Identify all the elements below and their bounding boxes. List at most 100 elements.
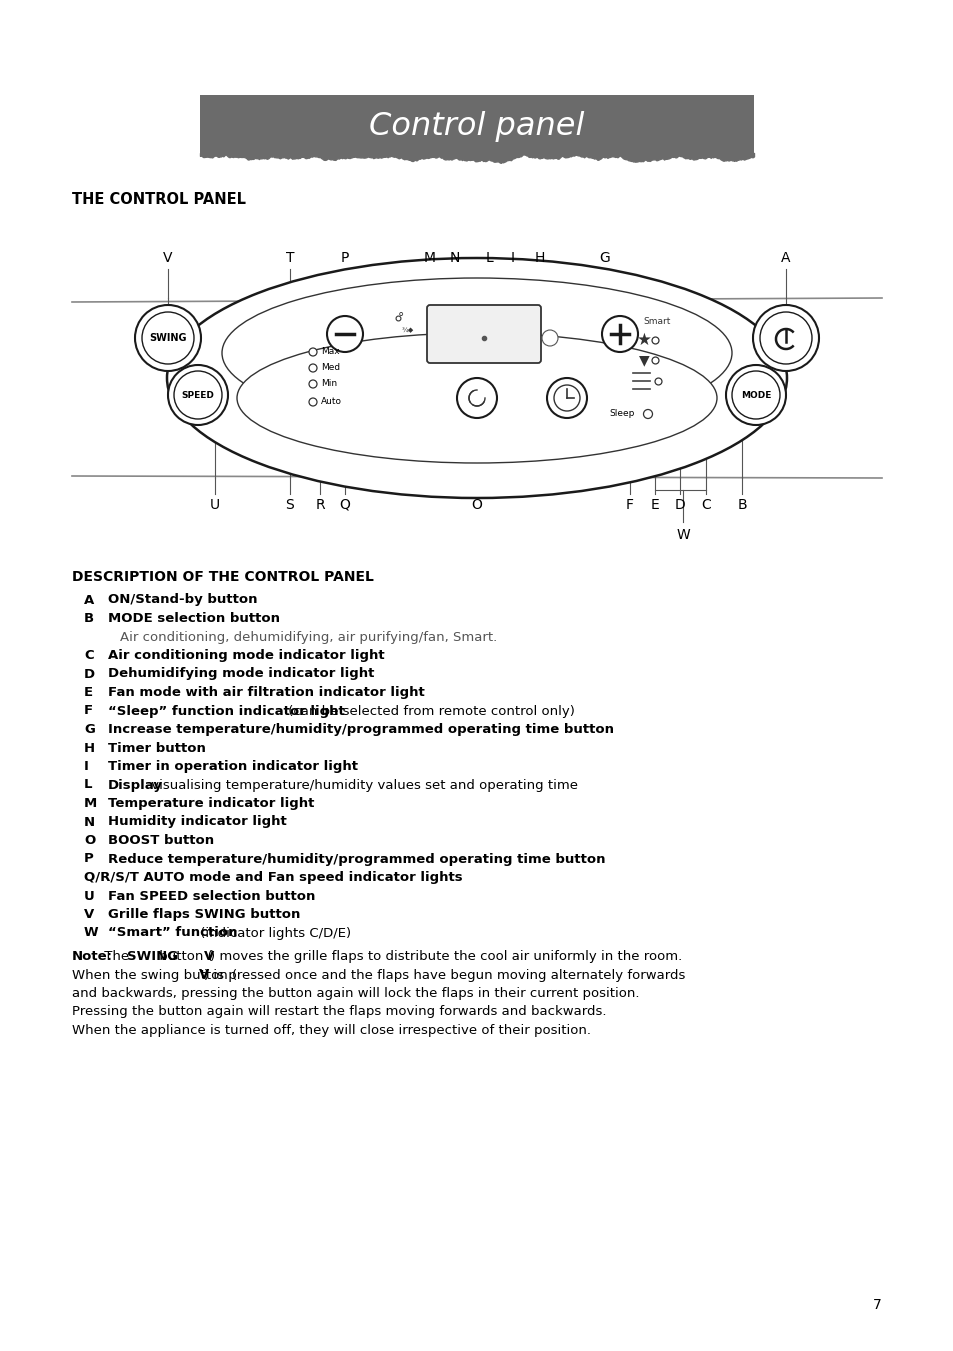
Text: E: E: [84, 686, 93, 698]
Text: Control panel: Control panel: [369, 111, 584, 142]
Ellipse shape: [222, 278, 731, 428]
Text: M: M: [423, 251, 436, 265]
Text: O: O: [471, 499, 482, 512]
Circle shape: [725, 365, 785, 426]
Text: I: I: [511, 251, 515, 265]
Text: R: R: [314, 499, 324, 512]
Text: When the swing button (: When the swing button (: [71, 969, 237, 981]
Text: V: V: [84, 908, 94, 921]
Text: F: F: [625, 499, 634, 512]
Text: THE CONTROL PANEL: THE CONTROL PANEL: [71, 192, 246, 207]
Text: P: P: [340, 251, 349, 265]
Text: Temperature indicator light: Temperature indicator light: [108, 797, 314, 811]
Circle shape: [760, 312, 811, 363]
Text: E: E: [650, 499, 659, 512]
Text: H: H: [535, 251, 544, 265]
Text: S: S: [285, 499, 294, 512]
Text: °: °: [397, 312, 404, 324]
Text: Sleep: Sleep: [609, 409, 635, 419]
Text: Reduce temperature/humidity/programmed operating time button: Reduce temperature/humidity/programmed o…: [108, 852, 605, 866]
Circle shape: [554, 385, 579, 411]
Circle shape: [752, 305, 818, 372]
Text: L: L: [84, 778, 92, 792]
Text: Max: Max: [320, 347, 339, 357]
Text: Timer in operation indicator light: Timer in operation indicator light: [108, 761, 357, 773]
FancyBboxPatch shape: [200, 95, 753, 153]
Text: ▼: ▼: [638, 353, 649, 367]
Text: Grille flaps SWING button: Grille flaps SWING button: [108, 908, 300, 921]
Text: H: H: [84, 742, 95, 754]
Text: (indicator lights C/D/E): (indicator lights C/D/E): [196, 927, 351, 939]
Text: Smart: Smart: [642, 317, 670, 327]
Circle shape: [173, 372, 222, 419]
Text: Med: Med: [320, 363, 340, 373]
Text: V: V: [198, 969, 209, 981]
Text: N: N: [84, 816, 95, 828]
Text: “Sleep” function indicator light: “Sleep” function indicator light: [108, 704, 344, 717]
Text: ) moves the grille flaps to distribute the cool air uniformly in the room.: ) moves the grille flaps to distribute t…: [210, 950, 681, 963]
Text: N: N: [450, 251, 459, 265]
Text: Q/R/S/T AUTO mode and Fan speed indicator lights: Q/R/S/T AUTO mode and Fan speed indicato…: [84, 871, 462, 884]
Text: MODE: MODE: [740, 390, 770, 400]
FancyBboxPatch shape: [427, 305, 540, 363]
Text: O: O: [84, 834, 95, 847]
Text: ★: ★: [636, 331, 651, 349]
Ellipse shape: [167, 258, 786, 499]
Text: Display: Display: [108, 778, 163, 792]
Circle shape: [601, 316, 638, 353]
Text: ¾◆: ¾◆: [401, 327, 414, 332]
Text: B: B: [84, 612, 94, 626]
Text: U: U: [210, 499, 220, 512]
Text: Min: Min: [320, 380, 336, 389]
Text: M: M: [84, 797, 97, 811]
Text: T: T: [286, 251, 294, 265]
Text: 7: 7: [872, 1298, 882, 1312]
Circle shape: [142, 312, 193, 363]
Text: C: C: [700, 499, 710, 512]
Text: and backwards, pressing the button again will lock the flaps in their current po: and backwards, pressing the button again…: [71, 988, 639, 1000]
Text: (can be selected from remote control only): (can be selected from remote control onl…: [284, 704, 575, 717]
Ellipse shape: [236, 332, 717, 463]
Text: B: B: [737, 499, 746, 512]
Text: L: L: [486, 251, 494, 265]
Text: Fan mode with air filtration indicator light: Fan mode with air filtration indicator l…: [108, 686, 424, 698]
Text: F: F: [84, 704, 93, 717]
Text: The: The: [99, 950, 132, 963]
Text: Fan SPEED selection button: Fan SPEED selection button: [108, 889, 315, 902]
Circle shape: [309, 380, 316, 388]
Text: Auto: Auto: [320, 397, 341, 407]
Text: P: P: [84, 852, 93, 866]
Text: G: G: [84, 723, 94, 736]
Text: V: V: [204, 950, 214, 963]
Text: BOOST button: BOOST button: [108, 834, 213, 847]
Text: Air conditioning, dehumidifying, air purifying/fan, Smart.: Air conditioning, dehumidifying, air pur…: [120, 631, 497, 643]
Text: button (: button (: [154, 950, 213, 963]
Text: Air conditioning mode indicator light: Air conditioning mode indicator light: [108, 648, 384, 662]
Text: SWING: SWING: [149, 332, 187, 343]
Text: visualising temperature/humidity values set and operating time: visualising temperature/humidity values …: [147, 778, 577, 792]
Text: D: D: [84, 667, 95, 681]
Circle shape: [541, 330, 558, 346]
Text: V: V: [163, 251, 172, 265]
Text: “Smart” function: “Smart” function: [108, 927, 237, 939]
Text: W: W: [84, 927, 98, 939]
Circle shape: [168, 365, 228, 426]
Circle shape: [546, 378, 586, 417]
Circle shape: [309, 349, 316, 357]
Text: Humidity indicator light: Humidity indicator light: [108, 816, 287, 828]
Circle shape: [456, 378, 497, 417]
Circle shape: [731, 372, 780, 419]
Circle shape: [309, 399, 316, 407]
Text: Timer button: Timer button: [108, 742, 206, 754]
Text: Dehumidifying mode indicator light: Dehumidifying mode indicator light: [108, 667, 374, 681]
Text: A: A: [84, 593, 94, 607]
Text: C: C: [84, 648, 93, 662]
Text: Note:: Note:: [71, 950, 112, 963]
Text: MODE selection button: MODE selection button: [108, 612, 280, 626]
Text: DESCRIPTION OF THE CONTROL PANEL: DESCRIPTION OF THE CONTROL PANEL: [71, 570, 374, 584]
Text: SPEED: SPEED: [181, 390, 214, 400]
Text: When the appliance is turned off, they will close irrespective of their position: When the appliance is turned off, they w…: [71, 1024, 590, 1038]
Text: G: G: [599, 251, 610, 265]
Circle shape: [643, 409, 652, 419]
Circle shape: [309, 363, 316, 372]
